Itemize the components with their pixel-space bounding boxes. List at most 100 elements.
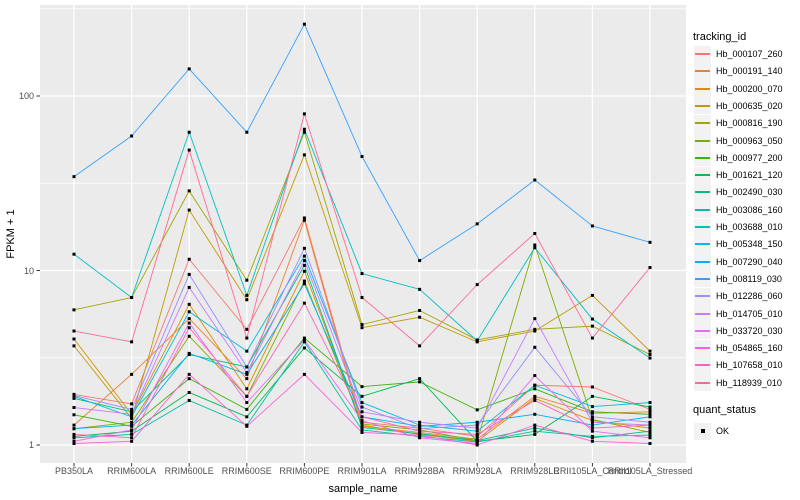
- legend-item: Hb_054865_160: [694, 339, 783, 357]
- legend-item-label: Hb_033720_030: [716, 325, 783, 336]
- quant-legend-key: [694, 422, 711, 440]
- legend-item-label: Hb_054865_160: [716, 343, 783, 354]
- legend-item: Hb_001621_120: [694, 166, 783, 184]
- legend-key-line-icon: [695, 381, 710, 384]
- legend-key: [694, 201, 711, 219]
- legend-item: Hb_118939_010: [694, 374, 782, 392]
- legend-item: Hb_033720_030: [694, 322, 783, 340]
- legend-item-label: Hb_001621_120: [716, 170, 783, 181]
- legend-key: [694, 305, 711, 322]
- x-tick-label: RRII105LA_Control: [553, 466, 632, 476]
- legend-key-line-icon: [695, 260, 710, 263]
- legend-key-line-icon: [695, 208, 710, 211]
- legend-key: [694, 45, 711, 63]
- y-tick-label: 100: [18, 91, 34, 101]
- legend-key: [694, 97, 711, 115]
- legend-item: Hb_003688_010: [694, 218, 783, 236]
- x-tick-label: RRIM600SE: [221, 466, 272, 476]
- legend-key: [694, 149, 711, 167]
- legend-key-line-icon: [695, 226, 710, 228]
- legend-item: Hb_000963_050: [694, 132, 783, 149]
- legend-item: Hb_005348_150: [694, 235, 783, 253]
- legend-item-label: Hb_005348_150: [716, 239, 783, 250]
- legend-key-line-icon: [695, 53, 710, 55]
- legend-key-line-icon: [695, 139, 710, 142]
- x-tick-label: RRII105LA_Stressed: [607, 466, 693, 476]
- legend-key: [694, 183, 711, 201]
- legend-item: Hb_003086_160: [694, 201, 783, 219]
- legend-key: [694, 374, 711, 392]
- legend-item-label: Hb_107658_010: [716, 360, 783, 371]
- x-tick-label: RRIM600PE: [279, 466, 330, 476]
- legend-item-label: Hb_000977_200: [716, 152, 783, 163]
- legend-item-label: Hb_000200_070: [716, 83, 783, 94]
- legend-key-line-icon: [695, 312, 710, 315]
- legend-item: Hb_000200_070: [694, 80, 783, 98]
- legend-item: Hb_000816_190: [694, 114, 783, 132]
- axis-ticks: [36, 95, 651, 467]
- legend-key-line-icon: [695, 243, 710, 246]
- legend-item-label: Hb_000816_190: [716, 118, 783, 129]
- x-tick-label: RRIM600LA: [107, 466, 157, 476]
- legend-key: [694, 80, 711, 98]
- panel-background: [40, 5, 686, 463]
- legend-item: Hb_000107_260: [694, 45, 783, 63]
- legend-item-label: Hb_118939_010: [716, 377, 782, 388]
- legend-key: [694, 62, 711, 80]
- legend-item: Hb_008119_030: [694, 270, 782, 288]
- quant-legend-item: OK: [694, 422, 730, 440]
- legend-item-label: Hb_000107_260: [716, 49, 783, 59]
- legend-key-line-icon: [695, 122, 710, 125]
- x-axis-title: sample_name: [328, 483, 398, 495]
- legend-item-label: Hb_002490_030: [716, 187, 783, 198]
- x-tick-label: RRIM928BA: [394, 466, 445, 476]
- legend-item-label: Hb_000963_050: [716, 135, 783, 146]
- legend-item: Hb_107658_010: [694, 356, 783, 374]
- legend-key-line-icon: [695, 87, 710, 90]
- legend-key: [694, 253, 711, 271]
- gridlines: [40, 5, 686, 463]
- legend-key-line-icon: [695, 329, 710, 332]
- legend-key: [694, 132, 711, 149]
- legend-key-line-icon: [695, 347, 710, 350]
- legend-item: Hb_014705_010: [694, 305, 783, 322]
- legend-item-label: Hb_003688_010: [716, 222, 783, 232]
- legend-key-line-icon: [695, 277, 710, 280]
- x-tick-label: RRIM928LA: [452, 466, 502, 476]
- legend-item-label: Hb_000635_020: [716, 100, 783, 111]
- legend-key: [694, 322, 711, 340]
- legend-title: tracking_id: [693, 31, 747, 43]
- legend-key-line-icon: [695, 104, 710, 107]
- legend-item-label: Hb_000191_140: [716, 66, 783, 77]
- legend-item: Hb_007290_040: [694, 253, 783, 271]
- legend-key: [694, 356, 711, 374]
- legend-key: [694, 218, 711, 236]
- legend-key: [694, 114, 711, 132]
- legend-item-label: Hb_003086_160: [716, 204, 783, 215]
- legend-key-line-icon: [695, 191, 710, 194]
- quant-legend-item-label: OK: [716, 426, 730, 436]
- y-axis-title: FPKM + 1: [5, 209, 17, 259]
- legend-item: Hb_012286_060: [694, 287, 783, 305]
- legend-key: [694, 270, 711, 288]
- legend-key-line-icon: [695, 156, 710, 159]
- x-tick-label: RRIM928LE: [510, 466, 560, 476]
- data-points: [72, 22, 652, 447]
- legend-key-line-icon: [695, 174, 710, 177]
- y-tick-label: 10: [23, 265, 34, 276]
- legend-item: Hb_002490_030: [694, 183, 783, 201]
- legend-key: [694, 235, 711, 253]
- legend-key: [694, 339, 711, 357]
- legend-item-label: Hb_014705_010: [716, 308, 783, 319]
- legend-item: Hb_000191_140: [694, 62, 783, 80]
- x-tick-label: PB350LA: [54, 466, 94, 476]
- legend-key-line-icon: [695, 295, 710, 298]
- legend-key: [694, 287, 711, 305]
- legend-item: Hb_000635_020: [694, 97, 783, 115]
- legend-item: Hb_000977_200: [694, 149, 783, 167]
- legend-item-label: Hb_007290_040: [716, 256, 783, 267]
- legend-key-line-icon: [695, 364, 710, 367]
- x-tick-label: RRIM600LE: [164, 466, 214, 476]
